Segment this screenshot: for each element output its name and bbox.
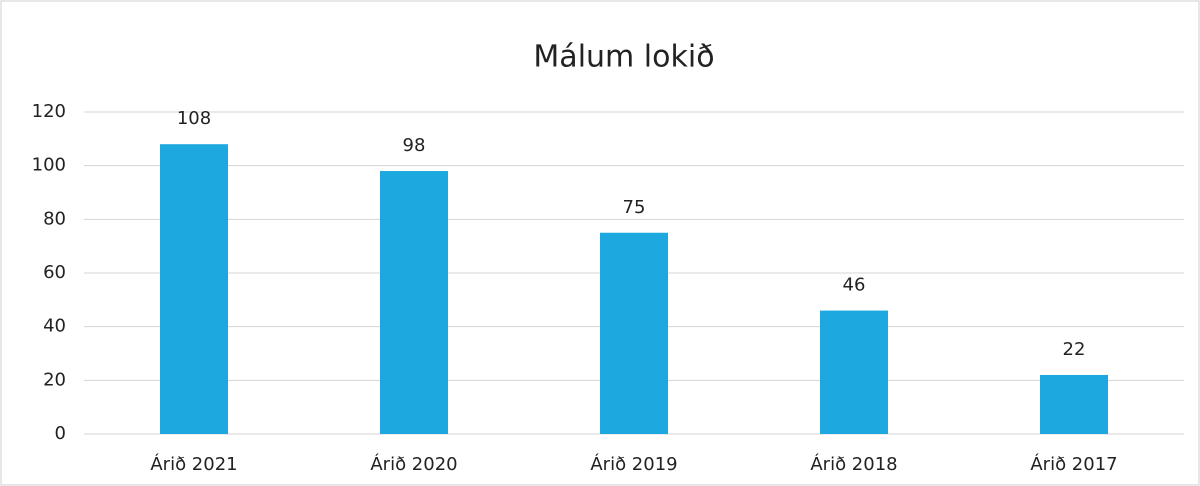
- bar: [600, 232, 668, 434]
- chart-title: Málum lokið: [533, 40, 714, 75]
- bar: [380, 171, 448, 435]
- data-label: 108: [177, 108, 211, 129]
- y-tick-label: 120: [32, 101, 66, 122]
- bar: [1040, 374, 1108, 434]
- x-tick-label: Árið 2019: [590, 453, 677, 475]
- bar: [820, 310, 888, 434]
- bar: [160, 144, 228, 434]
- data-label: 75: [623, 197, 646, 218]
- data-label: 22: [1063, 339, 1086, 360]
- y-tick-label: 40: [43, 316, 66, 337]
- x-tick-label: Árið 2020: [370, 453, 457, 475]
- x-tick-label: Árið 2018: [810, 453, 897, 475]
- data-label: 98: [403, 135, 426, 156]
- y-tick-label: 20: [43, 369, 66, 390]
- y-tick-label: 80: [43, 208, 66, 229]
- data-label: 46: [843, 275, 866, 296]
- y-tick-label: 100: [32, 155, 66, 176]
- y-tick-label: 0: [55, 423, 66, 444]
- x-tick-label: Árið 2021: [150, 453, 237, 475]
- y-tick-label: 60: [43, 262, 66, 283]
- x-tick-label: Árið 2017: [1030, 453, 1117, 475]
